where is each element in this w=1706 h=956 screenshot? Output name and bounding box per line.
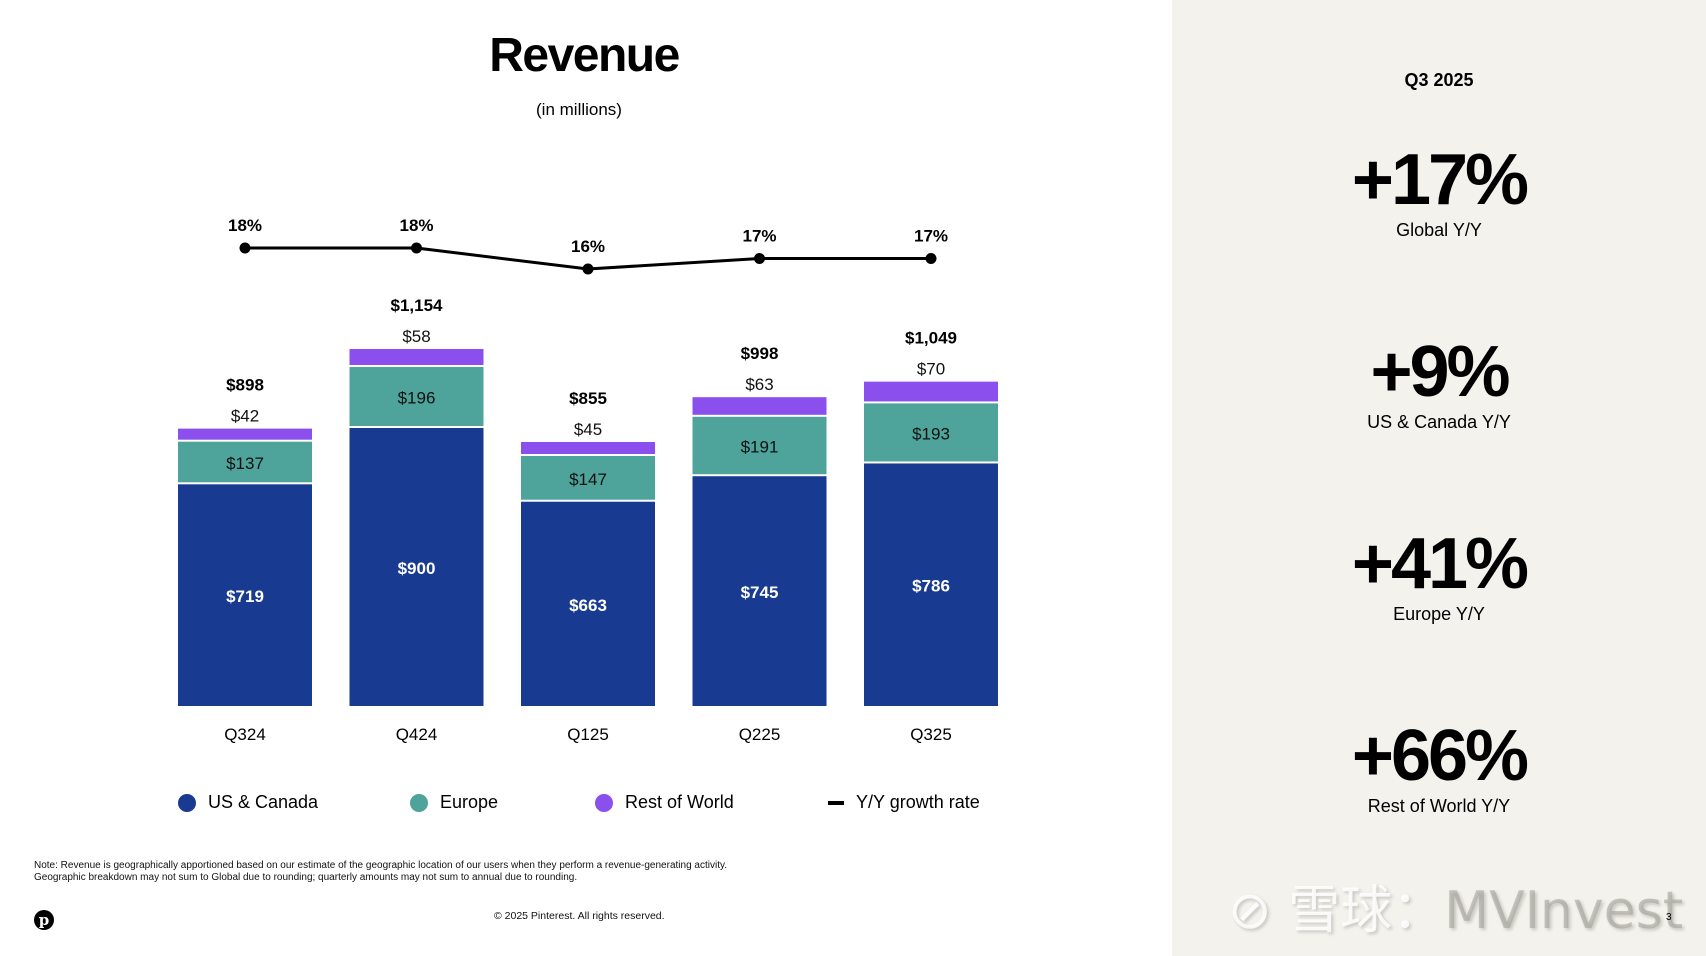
x-tick-label: Q424	[396, 725, 438, 744]
growth-rate-label: 18%	[228, 216, 262, 235]
bar-segment-rest-of-world	[692, 397, 827, 415]
kpi-value: +9%	[1370, 332, 1510, 412]
kpi-label: US & Canada Y/Y	[1367, 412, 1511, 432]
slide-title: Revenue	[489, 29, 680, 82]
bar-segment-us-canada	[178, 484, 312, 706]
bar-segment-us-canada	[349, 428, 484, 706]
growth-rate-point	[925, 253, 937, 264]
bar-segment-europe	[349, 367, 484, 426]
kpi-us-canada: +9% US & Canada Y/Y	[1172, 334, 1706, 433]
x-tick-label: Q225	[739, 725, 781, 744]
bar-value-label-us-canada: $719	[226, 587, 264, 606]
watermark-logo-icon: ⊘	[1228, 881, 1272, 941]
bar-value-label-us-canada: $745	[741, 583, 779, 602]
legend-item-europe: Europe	[410, 792, 498, 813]
legend-label: Europe	[440, 792, 499, 812]
watermark: ⊘ 雪球：MVInvest	[1228, 868, 1683, 943]
kpi-value: +17%	[1351, 140, 1529, 220]
bar-value-label-rest-of-world: $45	[574, 420, 602, 439]
kpi-europe: +41% Europe Y/Y	[1172, 526, 1706, 625]
bar-value-label-rest-of-world: $70	[917, 360, 945, 379]
bar-segment-europe	[864, 403, 998, 462]
bar-value-label-europe: $137	[226, 454, 264, 473]
kpi-value: +66%	[1351, 716, 1529, 796]
bar-segment-rest-of-world	[349, 348, 484, 366]
kpi-value: +41%	[1351, 524, 1529, 604]
bar-value-label-us-canada: $900	[398, 559, 436, 578]
growth-rate-point	[582, 263, 594, 275]
bar-segment-us-canada	[864, 463, 998, 706]
bar-segment-rest-of-world	[178, 428, 312, 440]
chart-panel: Revenue (in millions) $719 $137 $42 $898 Q32…	[34, 29, 1018, 930]
legend-swatch-rest-of-world	[595, 793, 613, 812]
legend-swatch-europe	[410, 793, 428, 812]
chart-legend: US & Canada Europe Rest of World Y/Y gro…	[178, 792, 1018, 818]
bar-value-label-rest-of-world: $58	[402, 327, 430, 346]
growth-rate-point	[411, 242, 422, 254]
bar-value-label-europe: $191	[741, 438, 779, 457]
kpi-label: Europe Y/Y	[1393, 604, 1485, 624]
legend-label: US & Canada	[208, 792, 319, 812]
legend-item-growth-rate: Y/Y growth rate	[828, 792, 980, 813]
bar-total-label: $998	[741, 344, 779, 363]
slide-subtitle: (in millions)	[536, 100, 622, 119]
growth-rate-label: 18%	[399, 216, 433, 235]
bar-value-label-us-canada: $663	[569, 596, 607, 615]
x-tick-label: Q324	[224, 725, 266, 744]
kpi-global: +17% Global Y/Y	[1172, 142, 1706, 241]
page-number: 3	[1666, 912, 1672, 923]
x-tick-label: Q125	[567, 725, 609, 744]
bar-segment-europe	[178, 441, 312, 483]
pinterest-logo-icon: p	[34, 910, 54, 930]
kpi-label: Global Y/Y	[1396, 220, 1482, 240]
bar-value-label-europe: $147	[569, 470, 607, 489]
kpi-panel: Q3 2025 +17% Global Y/Y +9% US & Canada …	[1172, 0, 1706, 956]
bar-segment-europe	[521, 456, 655, 500]
period-label: Q3 2025	[1404, 70, 1474, 90]
legend-swatch-us-canada	[178, 793, 196, 812]
bar-total-label: $1,049	[905, 329, 957, 348]
bar-value-label-rest-of-world: $42	[231, 407, 259, 426]
growth-rate-label: 17%	[742, 227, 776, 246]
kpi-rest-of-world: +66% Rest of World Y/Y	[1172, 718, 1706, 817]
bar-value-label-rest-of-world: $63	[745, 375, 773, 394]
bar-total-label: $898	[226, 376, 264, 395]
legend-label: Y/Y growth rate	[856, 792, 980, 812]
legend-label: Rest of World	[625, 792, 734, 812]
bar-value-label-europe: $196	[398, 389, 436, 408]
bar-value-label-us-canada: $786	[912, 577, 950, 596]
footnote-line-2: Geographic breakdown may not sum to Glob…	[34, 872, 578, 883]
legend-item-rest-of-world: Rest of World	[595, 792, 734, 813]
revenue-chart: $719 $137 $42 $898 Q324 $900 $196 $58 $1,154 Q424…	[178, 216, 998, 744]
footnote-line-1: Note: Revenue is geographically apportio…	[34, 860, 728, 871]
bar-segment-europe	[692, 416, 827, 475]
legend-swatch-growth-line	[828, 800, 844, 805]
bar-segment-us-canada	[692, 476, 827, 706]
kpi-label: Rest of World Y/Y	[1367, 796, 1511, 816]
bar-segment-rest-of-world	[521, 442, 655, 454]
growth-rate-point	[754, 253, 765, 264]
bar-value-label-europe: $193	[912, 424, 950, 443]
bar-total-label: $855	[569, 389, 607, 408]
copyright: © 2025 Pinterest. All rights reserved.	[494, 910, 665, 922]
growth-rate-label: 17%	[914, 227, 948, 246]
bar-segment-us-canada	[521, 501, 655, 706]
growth-rate-label: 16%	[571, 237, 605, 256]
growth-rate-point	[239, 242, 251, 254]
footnote: Note: Revenue is geographically apportio…	[34, 860, 727, 884]
watermark-en: MVInvest	[1444, 881, 1684, 941]
bar-segment-rest-of-world	[864, 381, 998, 402]
x-tick-label: Q325	[910, 725, 952, 744]
legend-item-us-canada: US & Canada	[178, 792, 318, 813]
bar-total-label: $1,154	[391, 296, 444, 315]
watermark-cn: 雪球：	[1288, 881, 1445, 941]
